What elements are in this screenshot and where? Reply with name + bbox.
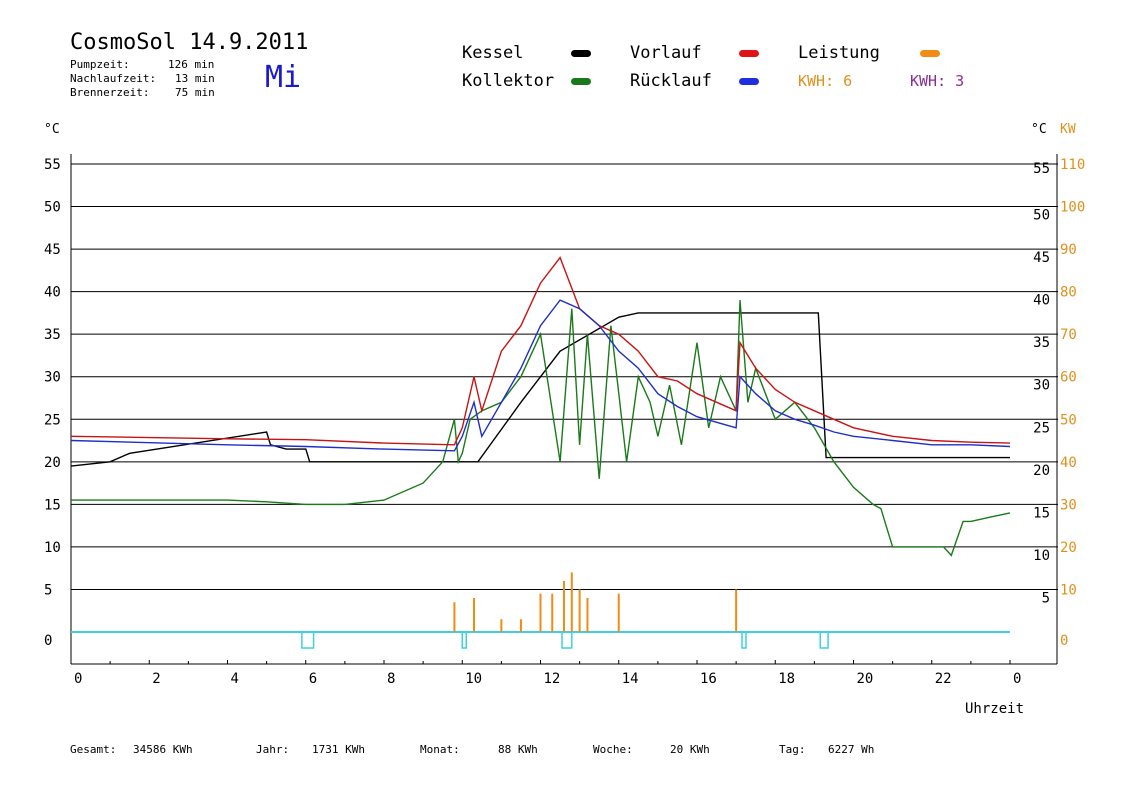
- y-tick-right-10: 10: [1033, 548, 1050, 564]
- x-tick-label-2: 4: [231, 671, 239, 687]
- y-tick-kw-50: 50: [1060, 412, 1077, 428]
- x-tick-label-10: 20: [857, 671, 874, 687]
- legend-kessel: Kessel: [462, 43, 524, 63]
- legend-leistung-swatch: [920, 50, 940, 57]
- y-tick-kw-100: 100: [1060, 200, 1085, 216]
- stat-brennerzeit-label: Brennerzeit:: [70, 86, 150, 99]
- footer-gesamt-value: 34586 KWh: [133, 743, 193, 756]
- weekday-label: Mi: [265, 60, 302, 95]
- x-tick-label-3: 6: [309, 671, 317, 687]
- pump-pulse-3: [741, 631, 747, 649]
- chart-title: CosmoSol 14.9.2011: [70, 30, 309, 55]
- y-tick-kw-110: 110: [1060, 157, 1085, 173]
- legend-leistung: Leistung: [798, 43, 880, 63]
- y-tick-kw-80: 80: [1060, 285, 1077, 301]
- pump-pulse-4: [819, 631, 829, 649]
- stat-nachlaufzeit-label: Nachlaufzeit:: [70, 72, 157, 85]
- y-tick-left-25: 25: [44, 412, 61, 428]
- x-tick-label-0: 0: [74, 671, 82, 687]
- y-tick-kw-0: 0: [1060, 633, 1068, 649]
- pump-pulse-1: [461, 631, 467, 649]
- legend-kollektor: Kollektor: [462, 71, 555, 91]
- y-tick-right-40: 40: [1033, 293, 1050, 309]
- y-tick-kw-10: 10: [1060, 582, 1077, 598]
- legend-vorlauf: Vorlauf: [630, 43, 702, 63]
- y-tick-right-15: 15: [1033, 505, 1050, 521]
- footer-gesamt-label: Gesamt:: [70, 743, 117, 756]
- stat-nachlaufzeit-value: 13 min: [175, 72, 215, 85]
- legend-kollektor-swatch: [571, 78, 591, 85]
- series-line-vorlauf: [70, 256, 1011, 446]
- y-tick-right-25: 25: [1033, 420, 1050, 436]
- y-tick-left-20: 20: [44, 455, 61, 471]
- y-tick-right-45: 45: [1033, 250, 1050, 266]
- y-tick-kw-20: 20: [1060, 540, 1077, 556]
- y-tick-left-10: 10: [44, 540, 61, 556]
- y-tick-kw-40: 40: [1060, 455, 1077, 471]
- x-tick-label-8: 16: [700, 671, 717, 687]
- legend-kessel-swatch: [571, 50, 591, 57]
- footer-monat-value: 88 KWh: [498, 743, 538, 756]
- stat-brennerzeit-value: 75 min: [175, 86, 215, 99]
- legend-ruecklauf-swatch: [739, 78, 759, 85]
- x-axis-label: Uhrzeit: [965, 701, 1025, 717]
- x-tick-label-4: 8: [387, 671, 395, 687]
- series-line-kollektor: [71, 300, 1011, 557]
- y-tick-right-20: 20: [1033, 463, 1050, 479]
- y-tick-left-55: 55: [44, 157, 61, 173]
- y-tick-right-55: 55: [1033, 161, 1050, 177]
- x-tick-label-11: 22: [935, 671, 952, 687]
- legend-vorlauf-swatch: [739, 50, 759, 57]
- footer-jahr-value: 1731 KWh: [312, 743, 365, 756]
- footer-woche-value: 20 KWh: [670, 743, 710, 756]
- legend-kwh-1: KWH: 6: [798, 72, 853, 90]
- y-tick-kw-90: 90: [1060, 242, 1077, 258]
- y-tick-left-45: 45: [44, 242, 61, 258]
- footer-jahr-label: Jahr:: [256, 743, 290, 756]
- y-tick-left-0: 0: [44, 633, 52, 649]
- y-tick-left-35: 35: [44, 327, 61, 343]
- x-tick-label-7: 14: [622, 671, 639, 687]
- y-tick-right-35: 35: [1033, 335, 1050, 351]
- x-tick-label-6: 12: [544, 671, 561, 687]
- pump-pulse-2: [561, 631, 573, 649]
- footer-monat-label: Monat:: [420, 743, 460, 756]
- kw-axis-unit: KW: [1060, 122, 1076, 137]
- y-tick-kw-60: 60: [1060, 370, 1077, 386]
- footer-tag-label: Tag:: [779, 743, 806, 756]
- y-tick-left-50: 50: [44, 200, 61, 216]
- legend-ruecklauf: Rücklauf: [630, 71, 712, 91]
- stat-pumpzeit-label: Pumpzeit:: [70, 58, 130, 71]
- right-axis-unit: °C: [1031, 122, 1047, 137]
- legend-kwh-2: KWH: 3: [910, 72, 965, 90]
- y-tick-left-40: 40: [44, 285, 61, 301]
- y-tick-left-5: 5: [44, 582, 52, 598]
- stat-pumpzeit-value: 126 min: [168, 58, 215, 71]
- series-line-ruecklauf: [70, 299, 1011, 452]
- footer-tag-value: 6227 Wh: [828, 743, 875, 756]
- y-tick-left-15: 15: [44, 497, 61, 513]
- x-tick-label-9: 18: [778, 671, 795, 687]
- y-tick-right-5: 5: [1042, 590, 1050, 606]
- x-tick-label-5: 10: [465, 671, 482, 687]
- footer-woche-label: Woche:: [593, 743, 633, 756]
- y-tick-right-50: 50: [1033, 208, 1050, 224]
- pump-pulse-0: [301, 631, 315, 649]
- x-tick-label-1: 2: [152, 671, 160, 687]
- y-tick-kw-70: 70: [1060, 327, 1077, 343]
- y-tick-kw-30: 30: [1060, 497, 1077, 513]
- left-axis-unit: °C: [44, 122, 60, 137]
- y-tick-left-30: 30: [44, 370, 61, 386]
- y-tick-right-30: 30: [1033, 378, 1050, 394]
- x-tick-label-12: 0: [1013, 671, 1021, 687]
